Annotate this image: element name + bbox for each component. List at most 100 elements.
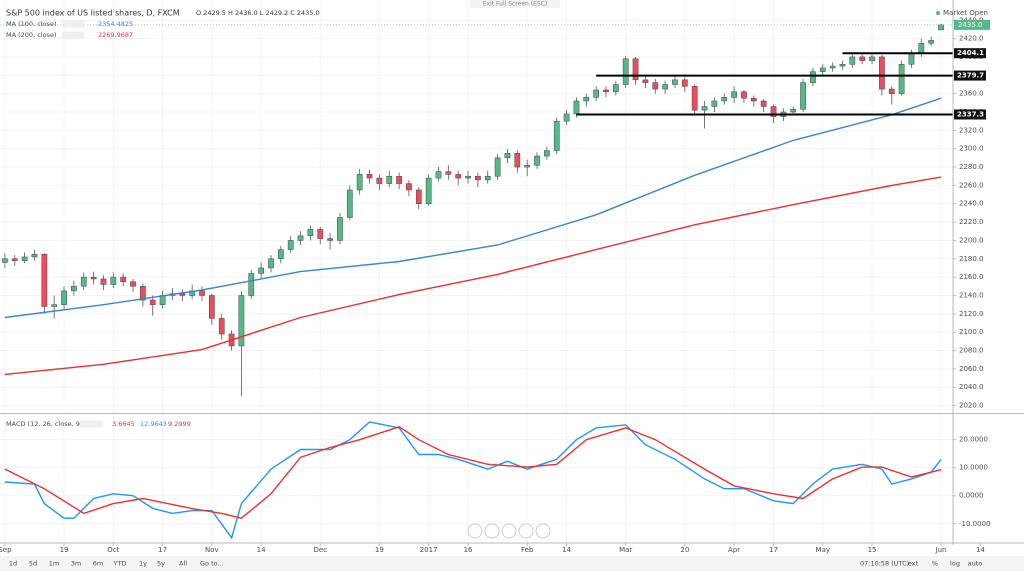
candle-body: [199, 290, 205, 296]
range-button[interactable]: All: [179, 560, 187, 568]
candle-body: [583, 97, 590, 102]
candle-body: [760, 100, 767, 107]
legend-buttons[interactable]: [62, 31, 84, 39]
candle-body: [140, 286, 146, 301]
candle-body: [268, 258, 274, 269]
range-button[interactable]: 1m: [49, 560, 59, 568]
candle-body: [593, 89, 599, 98]
y-tick-label: 2320.0: [959, 126, 984, 134]
macd-line: [4, 426, 942, 519]
level-tag: [954, 48, 986, 59]
moving-average: [4, 97, 942, 319]
candle-body: [849, 56, 856, 65]
candle-body: [248, 273, 255, 296]
range-button[interactable]: 1d: [9, 560, 17, 568]
candle-body: [149, 299, 156, 305]
candle-body: [130, 281, 136, 287]
candle-body: [71, 286, 77, 292]
candle-body: [61, 290, 67, 305]
plot: [0, 23, 953, 540]
exit-fullscreen-button[interactable]: [470, 0, 560, 8]
x-tick-label: 17: [769, 546, 778, 554]
candle-body: [435, 171, 442, 179]
y-tick-label: 2020.0: [959, 402, 984, 410]
candle-body: [376, 177, 383, 184]
scale-option[interactable]: %: [932, 560, 938, 568]
scroll-right[interactable]: [535, 523, 551, 539]
exit-fullscreen[interactable]: Exit Full Screen (ESC): [483, 1, 547, 8]
candle-body: [41, 253, 48, 307]
candle-body: [632, 58, 639, 81]
candle-body: [563, 113, 570, 122]
legend-value: 2354.4825: [98, 20, 133, 28]
candle-body: [524, 164, 531, 168]
x-tick-label: May: [816, 546, 830, 554]
legend-name: MA (100, close): [6, 20, 56, 28]
range-button[interactable]: 1y: [139, 560, 147, 568]
y-tick-label: -10.0000: [959, 520, 990, 528]
macd-line: [4, 421, 942, 540]
candle-body: [908, 53, 915, 65]
x-tick-label: Feb: [521, 546, 534, 554]
legend-name: MA (200, close): [6, 31, 56, 39]
legend-buttons[interactable]: [80, 420, 102, 428]
last-price-tag: [954, 19, 990, 30]
zoom-in[interactable]: [518, 523, 534, 539]
reset[interactable]: [501, 523, 517, 539]
range-button[interactable]: 5d: [29, 560, 37, 568]
x-tick-label: 19: [375, 546, 384, 554]
macd-value: 3.6645: [112, 420, 135, 428]
candle-body: [938, 24, 944, 31]
y-tick-label: 2140.0: [959, 291, 984, 299]
x-tick-label: Jun: [935, 546, 947, 554]
candle-body: [691, 86, 698, 111]
candle-body: [869, 56, 875, 61]
candle-body: [553, 120, 560, 151]
y-tick-label: 2060.0: [959, 365, 984, 373]
scale-option[interactable]: log: [950, 560, 960, 568]
last-price-label: 2435.0: [958, 21, 983, 29]
candle-body: [662, 84, 668, 90]
candle-body: [346, 189, 353, 218]
candle-body: [839, 64, 846, 67]
candle-body: [386, 175, 393, 184]
range-button[interactable]: 3m: [71, 560, 81, 568]
candle-body: [504, 153, 511, 159]
y-tick-label: 2040.0: [959, 383, 984, 391]
x-tick-label: 14: [562, 546, 571, 554]
candle-body: [810, 71, 816, 83]
candle-body: [898, 64, 905, 94]
candle-body: [494, 157, 501, 177]
candle-body: [721, 97, 728, 102]
range-button[interactable]: 5y: [157, 560, 165, 568]
scale-option[interactable]: auto: [968, 560, 983, 568]
chart-title: S&P 500 index of US listed shares, D, FX…: [6, 9, 180, 18]
level-label: 2404.1: [957, 49, 984, 57]
zoom-out[interactable]: [484, 523, 500, 539]
candle-body: [701, 106, 708, 111]
scale-option[interactable]: ext: [908, 560, 919, 568]
candle-body: [11, 258, 18, 261]
range-button[interactable]: 6m: [93, 560, 103, 568]
x-tick-label: 14: [976, 546, 985, 554]
x-tick-label: Apr: [728, 546, 740, 554]
candle-body: [711, 100, 718, 107]
goto-button[interactable]: Go to...: [200, 560, 224, 568]
candle-body: [110, 276, 117, 285]
candle-body: [366, 174, 373, 179]
range-button[interactable]: YTD: [113, 560, 127, 568]
scroll-left[interactable]: [467, 523, 483, 539]
candle-body: [317, 229, 324, 239]
x-tick-label: 2017: [420, 546, 438, 554]
x-tick-label: Dec: [313, 546, 327, 554]
y-tick-label: 2120.0: [959, 310, 984, 318]
candle-body: [573, 100, 580, 115]
candle-body: [396, 175, 402, 184]
candle-body: [800, 82, 806, 110]
legend-buttons[interactable]: [62, 20, 84, 28]
moving-average: [4, 176, 942, 376]
candle-body: [475, 175, 481, 181]
x-tick-label: 17: [158, 546, 167, 554]
candle-body: [455, 174, 462, 179]
